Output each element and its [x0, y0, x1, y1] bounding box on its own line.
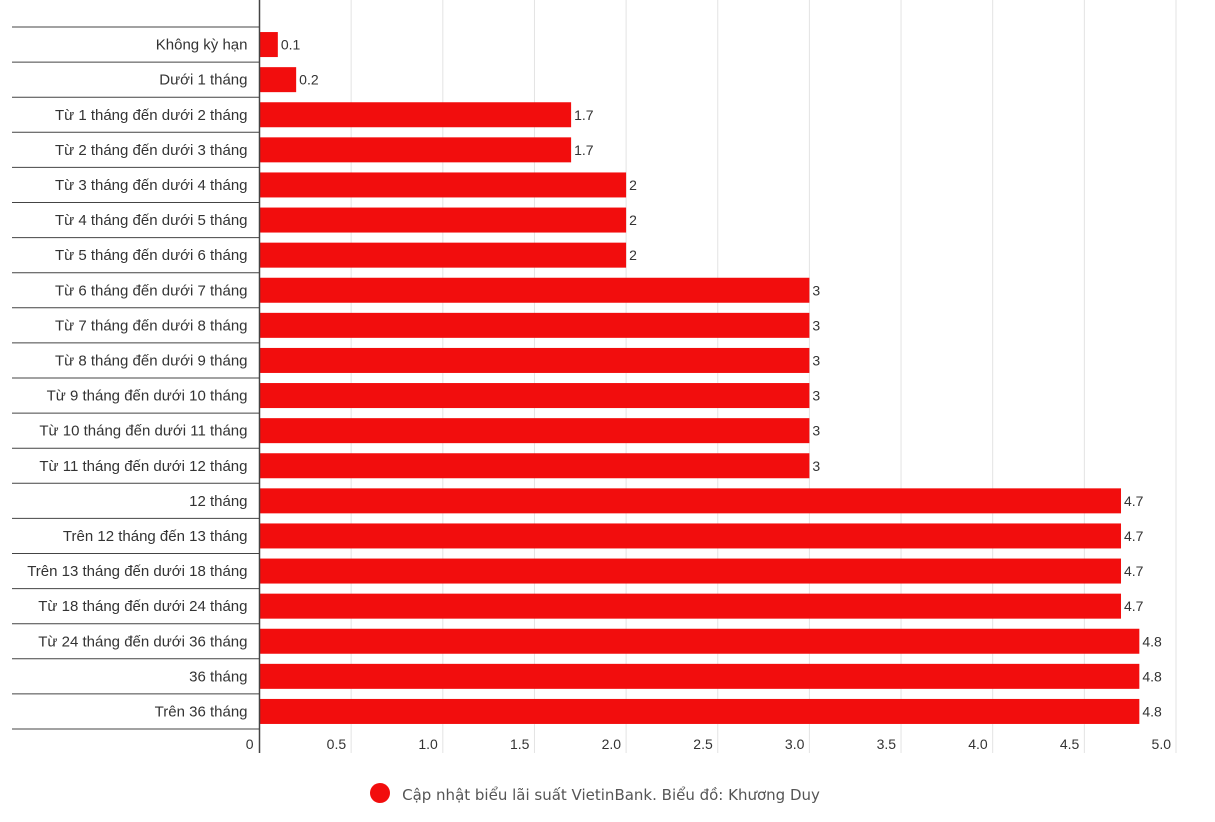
bar — [259, 488, 1122, 514]
x-tick-label: 4.0 — [968, 736, 988, 752]
x-tick-label: 0 — [246, 736, 254, 752]
category-label: Từ 2 tháng đến dưới 3 tháng — [55, 142, 248, 159]
category-label: Từ 8 tháng đến dưới 9 tháng — [55, 352, 248, 369]
category-label: Trên 12 tháng đến 13 tháng — [63, 528, 248, 545]
bar-value-label: 3 — [812, 317, 820, 333]
bar — [259, 67, 297, 93]
bar — [259, 698, 1140, 724]
category-label: Từ 24 tháng đến dưới 36 tháng — [38, 633, 247, 650]
x-tick-label: 4.5 — [1060, 736, 1080, 752]
bar — [259, 207, 627, 233]
x-tick-label: 3.5 — [877, 736, 897, 752]
bar-value-label: 4.8 — [1142, 703, 1162, 719]
bar-value-label: 1.7 — [574, 107, 594, 123]
bar-value-label: 4.8 — [1142, 633, 1162, 649]
bar-value-label: 2 — [629, 247, 637, 263]
bar-value-label: 1.7 — [574, 142, 594, 158]
bar — [259, 172, 627, 198]
bar — [259, 628, 1140, 654]
legend-swatch — [370, 783, 391, 803]
x-tick-label: 3.0 — [785, 736, 805, 752]
category-label: 12 tháng — [189, 493, 247, 510]
category-label: Không kỳ hạn — [156, 37, 248, 54]
bar-value-label: 4.7 — [1124, 528, 1144, 544]
chart-legend: Cập nhật biểu lãi suất VietinBank. Biểu … — [0, 783, 1190, 805]
x-tick-label: 0.5 — [327, 736, 347, 752]
category-label: Từ 18 tháng đến dưới 24 tháng — [38, 598, 247, 615]
legend-label: Cập nhật biểu lãi suất VietinBank. Biểu … — [402, 786, 820, 804]
bar — [259, 347, 810, 373]
bar-chart: 0.1 Không kỳ hạn 0.2 Dưới 1 tháng 1.7 Từ 1 th… — [12, 0, 1177, 753]
bar — [259, 663, 1140, 689]
category-label: Từ 1 tháng đến dưới 2 tháng — [55, 107, 248, 124]
x-tick-label: 2.5 — [693, 736, 713, 752]
bar — [259, 418, 810, 444]
category-label: Từ 11 tháng đến dưới 12 tháng — [39, 458, 247, 475]
bar-value-label: 4.7 — [1124, 598, 1144, 614]
bar-value-label: 4.7 — [1124, 563, 1144, 579]
bar — [259, 558, 1122, 584]
bar — [259, 593, 1122, 619]
bar-value-label: 2 — [629, 177, 637, 193]
bar — [259, 453, 810, 479]
bar-value-label: 3 — [812, 352, 820, 368]
bar-value-label: 4.8 — [1142, 668, 1162, 684]
bar — [259, 102, 572, 128]
category-label: Từ 5 tháng đến dưới 6 tháng — [55, 247, 248, 264]
bar-value-label: 3 — [812, 423, 820, 439]
category-label: Trên 36 tháng — [155, 703, 248, 720]
bar-value-label: 3 — [812, 282, 820, 298]
bar-value-label: 3 — [812, 458, 820, 474]
category-label: Từ 6 tháng đến dưới 7 tháng — [55, 282, 248, 299]
category-label: Từ 7 tháng đến dưới 8 tháng — [55, 317, 248, 334]
bar — [259, 32, 278, 58]
category-label: Trên 13 tháng đến dưới 18 tháng — [27, 563, 247, 580]
category-label: Từ 9 tháng đến dưới 10 tháng — [47, 388, 248, 405]
category-label: Từ 4 tháng đến dưới 5 tháng — [55, 212, 248, 229]
category-label: Dưới 1 tháng — [159, 72, 247, 89]
category-label: Từ 10 tháng đến dưới 11 tháng — [39, 423, 247, 440]
category-label: Từ 3 tháng đến dưới 4 tháng — [55, 177, 248, 194]
bar-value-label: 0.1 — [281, 37, 301, 53]
x-tick-label: 5.0 — [1152, 736, 1172, 752]
bar-value-label: 2 — [629, 212, 637, 228]
x-tick-label: 1.5 — [510, 736, 530, 752]
bar — [259, 277, 810, 303]
bar — [259, 137, 572, 163]
bar-value-label: 0.2 — [299, 72, 319, 88]
bar — [259, 242, 627, 268]
bar-value-label: 4.7 — [1124, 493, 1144, 509]
bar — [259, 312, 810, 338]
x-tick-label: 2.0 — [602, 736, 622, 752]
bar — [259, 523, 1122, 549]
x-tick-label: 1.0 — [418, 736, 438, 752]
bar — [259, 383, 810, 409]
bar-value-label: 3 — [812, 388, 820, 404]
category-label: 36 tháng — [189, 668, 247, 685]
